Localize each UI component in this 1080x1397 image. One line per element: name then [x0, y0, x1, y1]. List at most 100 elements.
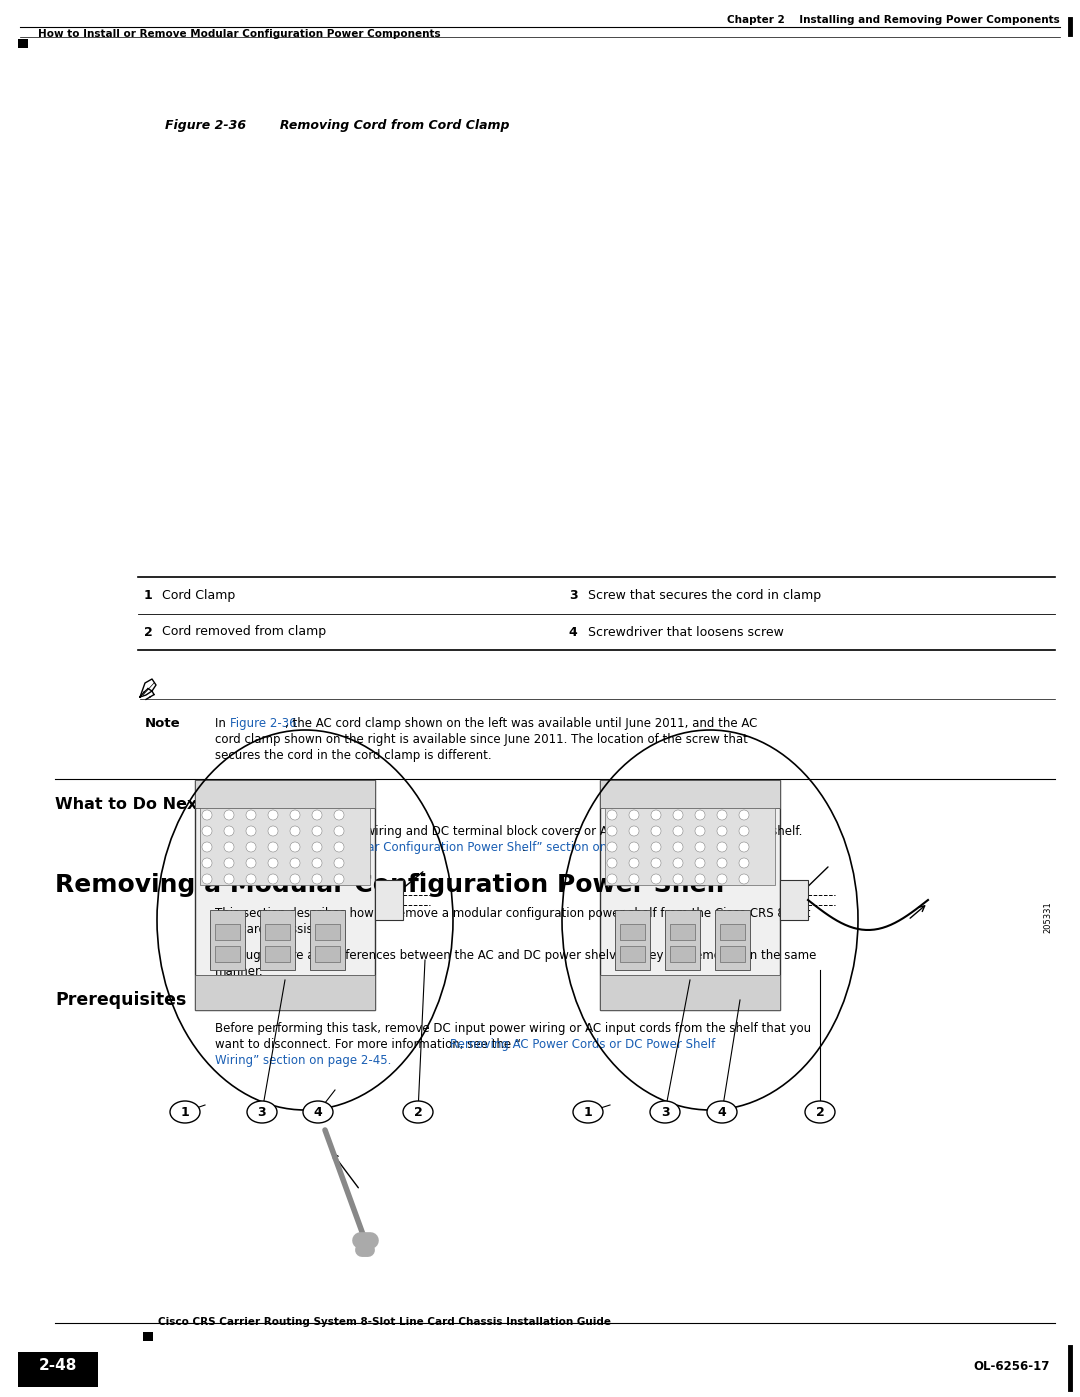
Circle shape — [696, 875, 705, 884]
Circle shape — [246, 810, 256, 820]
Circle shape — [629, 875, 639, 884]
Circle shape — [268, 875, 278, 884]
Circle shape — [607, 875, 617, 884]
FancyBboxPatch shape — [210, 909, 245, 970]
Ellipse shape — [707, 1101, 737, 1123]
Circle shape — [607, 842, 617, 852]
FancyBboxPatch shape — [310, 909, 345, 970]
Circle shape — [224, 875, 234, 884]
Text: 3: 3 — [569, 590, 578, 602]
Circle shape — [291, 875, 300, 884]
FancyBboxPatch shape — [18, 39, 28, 47]
Text: Cord Clamp: Cord Clamp — [162, 590, 235, 602]
Circle shape — [268, 842, 278, 852]
FancyBboxPatch shape — [600, 780, 780, 807]
FancyBboxPatch shape — [780, 880, 808, 921]
Circle shape — [334, 810, 345, 820]
FancyBboxPatch shape — [215, 923, 240, 940]
FancyBboxPatch shape — [265, 923, 291, 940]
Circle shape — [607, 810, 617, 820]
Circle shape — [312, 842, 322, 852]
Text: Wiring” section on page 2-45.: Wiring” section on page 2-45. — [215, 1053, 391, 1067]
Circle shape — [246, 858, 256, 868]
Circle shape — [312, 858, 322, 868]
Circle shape — [651, 875, 661, 884]
Circle shape — [246, 842, 256, 852]
Circle shape — [717, 810, 727, 820]
FancyBboxPatch shape — [215, 946, 240, 963]
Text: 3: 3 — [661, 1105, 670, 1119]
Circle shape — [673, 842, 683, 852]
Text: 4: 4 — [717, 1105, 727, 1119]
Circle shape — [629, 858, 639, 868]
Text: OL-6256-17: OL-6256-17 — [974, 1361, 1050, 1373]
Text: Removing AC Power Cords or DC Power Shelf: Removing AC Power Cords or DC Power Shel… — [450, 1038, 715, 1051]
Circle shape — [224, 842, 234, 852]
Ellipse shape — [403, 1101, 433, 1123]
Text: 3: 3 — [258, 1105, 267, 1119]
FancyBboxPatch shape — [195, 975, 375, 1010]
Text: 2: 2 — [815, 1105, 824, 1119]
Circle shape — [629, 810, 639, 820]
Circle shape — [739, 858, 750, 868]
Text: 1: 1 — [144, 590, 152, 602]
Circle shape — [717, 858, 727, 868]
Circle shape — [268, 826, 278, 835]
Text: What to Do Next: What to Do Next — [55, 798, 205, 812]
Circle shape — [696, 842, 705, 852]
Circle shape — [202, 810, 212, 820]
Text: , the AC cord clamp shown on the left was available until June 2011, and the AC: , the AC cord clamp shown on the left wa… — [285, 717, 757, 731]
Text: 2: 2 — [144, 626, 152, 638]
Text: Removing a Modular Configuration Power Shelf: Removing a Modular Configuration Power S… — [55, 873, 726, 897]
FancyBboxPatch shape — [670, 946, 696, 963]
Text: 4: 4 — [569, 626, 578, 638]
Circle shape — [717, 826, 727, 835]
Text: Cisco CRS Carrier Routing System 8-Slot Line Card Chassis Installation Guide: Cisco CRS Carrier Routing System 8-Slot … — [158, 1317, 611, 1327]
Circle shape — [291, 842, 300, 852]
Text: Screw that secures the cord in clamp: Screw that secures the cord in clamp — [588, 590, 821, 602]
FancyBboxPatch shape — [720, 923, 745, 940]
Circle shape — [696, 810, 705, 820]
Circle shape — [312, 826, 322, 835]
Circle shape — [312, 810, 322, 820]
Ellipse shape — [303, 1101, 333, 1123]
Text: Removing a Modular Configuration Power Shelf” section on page 2-48: Removing a Modular Configuration Power S… — [258, 841, 671, 854]
Text: Removing Cord from Cord Clamp: Removing Cord from Cord Clamp — [258, 119, 510, 131]
Text: After you remove the DC wiring and DC terminal block covers or AC cords, remove : After you remove the DC wiring and DC te… — [215, 826, 802, 838]
Circle shape — [246, 826, 256, 835]
Text: secures the cord in the cord clamp is different.: secures the cord in the cord clamp is di… — [215, 749, 491, 761]
FancyBboxPatch shape — [265, 946, 291, 963]
Circle shape — [739, 875, 750, 884]
Text: This section describes how to remove a modular configuration power shelf from th: This section describes how to remove a m… — [215, 907, 810, 921]
Text: line card chassis.: line card chassis. — [215, 923, 316, 936]
Circle shape — [739, 842, 750, 852]
FancyBboxPatch shape — [315, 946, 340, 963]
FancyBboxPatch shape — [670, 923, 696, 940]
Circle shape — [268, 858, 278, 868]
FancyBboxPatch shape — [620, 923, 645, 940]
Ellipse shape — [805, 1101, 835, 1123]
Circle shape — [739, 810, 750, 820]
Circle shape — [696, 826, 705, 835]
Text: .: . — [522, 841, 526, 854]
Ellipse shape — [650, 1101, 680, 1123]
Text: See the “: See the “ — [215, 841, 270, 854]
FancyBboxPatch shape — [195, 780, 375, 1010]
Text: cord clamp shown on the right is available since June 2011. The location of the : cord clamp shown on the right is availab… — [215, 733, 747, 746]
FancyBboxPatch shape — [260, 909, 295, 970]
Text: Chapter 2    Installing and Removing Power Components: Chapter 2 Installing and Removing Power … — [727, 15, 1059, 25]
FancyBboxPatch shape — [18, 1352, 98, 1387]
Circle shape — [607, 858, 617, 868]
Text: Figure 2-36: Figure 2-36 — [230, 717, 297, 731]
FancyBboxPatch shape — [600, 780, 780, 1010]
Circle shape — [224, 858, 234, 868]
Circle shape — [629, 842, 639, 852]
Text: In: In — [215, 717, 230, 731]
Circle shape — [334, 875, 345, 884]
Circle shape — [739, 826, 750, 835]
Circle shape — [202, 842, 212, 852]
Ellipse shape — [247, 1101, 276, 1123]
Circle shape — [673, 875, 683, 884]
Circle shape — [202, 858, 212, 868]
Circle shape — [312, 875, 322, 884]
